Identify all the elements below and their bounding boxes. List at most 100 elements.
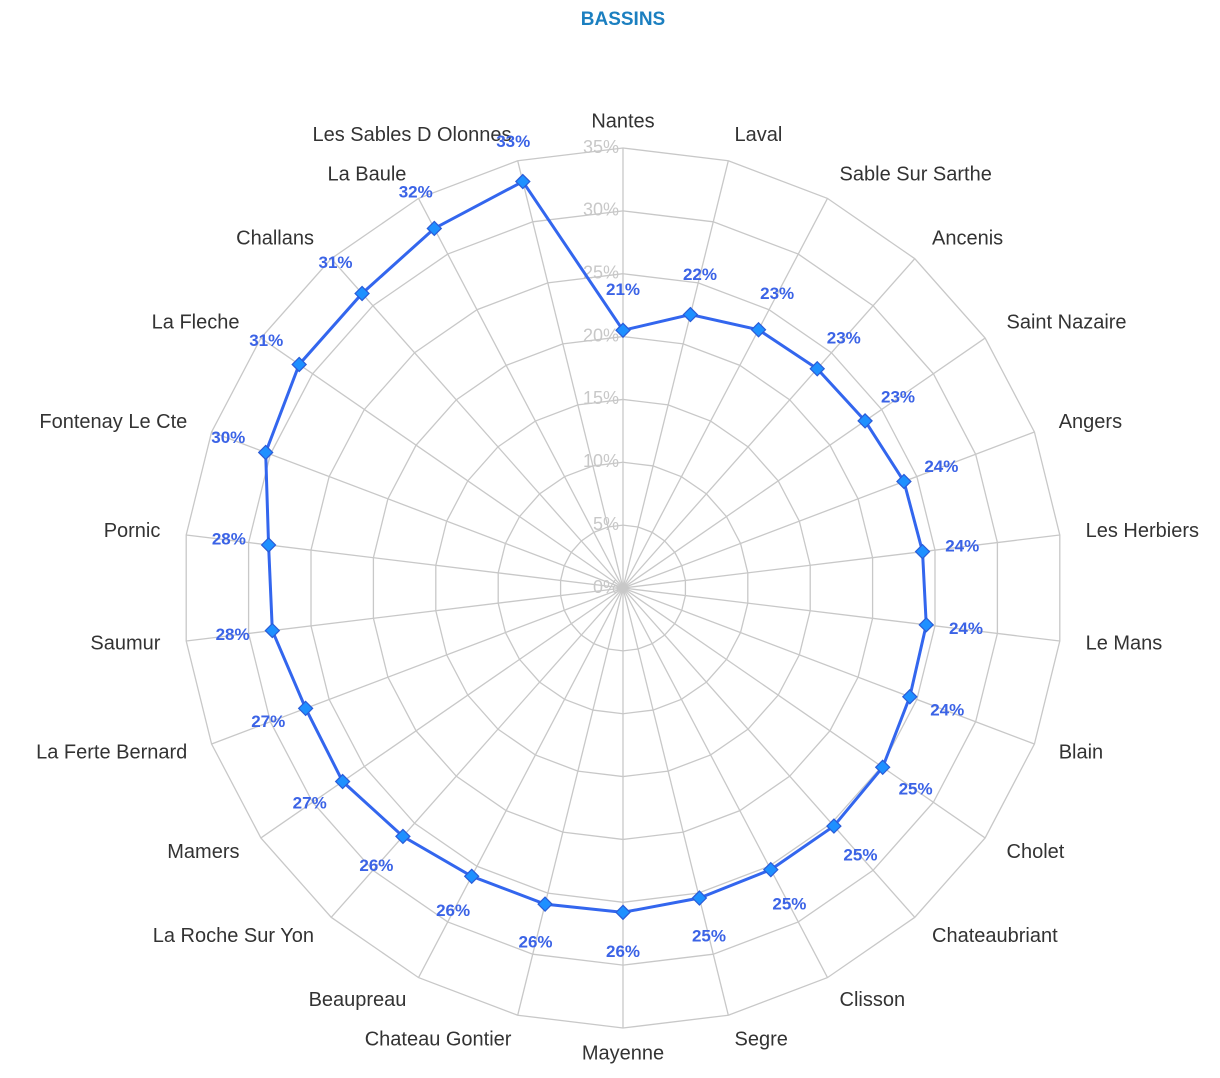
marker xyxy=(750,321,767,338)
spoke xyxy=(211,431,624,589)
spoke xyxy=(417,587,624,978)
category-label: Nantes xyxy=(591,110,654,132)
data-label: 25% xyxy=(843,845,877,864)
data-label: 25% xyxy=(899,779,933,798)
spoke xyxy=(622,587,916,918)
category-label: Angers xyxy=(1059,411,1122,433)
spoke xyxy=(622,337,986,589)
category-label: La Fleche xyxy=(152,312,240,334)
data-label: 24% xyxy=(924,457,958,476)
data-label: 25% xyxy=(772,895,806,914)
y-tick-label: 15% xyxy=(583,388,619,408)
category-label: Saumur xyxy=(90,632,160,654)
marker xyxy=(874,759,891,776)
marker xyxy=(857,413,873,429)
category-label: Mayenne xyxy=(582,1042,664,1064)
spoke xyxy=(622,587,1035,745)
y-tick-label: 0% xyxy=(593,577,619,597)
data-label: 21% xyxy=(606,280,640,299)
marker xyxy=(537,896,553,912)
data-label: 28% xyxy=(216,625,250,644)
y-tick-label: 5% xyxy=(593,514,619,534)
y-tick-label: 25% xyxy=(583,262,619,282)
data-label: 32% xyxy=(399,183,433,202)
spoke xyxy=(186,587,624,642)
marker xyxy=(257,444,274,461)
spoke xyxy=(417,198,624,589)
marker xyxy=(762,861,779,878)
marker xyxy=(463,868,480,885)
data-label: 23% xyxy=(881,388,915,407)
marker xyxy=(260,537,277,553)
category-label: Beaupreau xyxy=(309,989,407,1011)
data-label: 22% xyxy=(683,265,717,284)
category-label: Saint Nazaire xyxy=(1007,312,1127,334)
spoke xyxy=(186,534,624,589)
spoke xyxy=(622,431,1035,589)
category-label: Pornic xyxy=(104,520,161,542)
category-label: La Baule xyxy=(327,164,406,186)
y-tick-label: 10% xyxy=(583,451,619,471)
data-label: 31% xyxy=(319,253,353,272)
data-label: 24% xyxy=(945,536,979,555)
marker xyxy=(426,220,443,237)
category-label: Cholet xyxy=(1007,841,1065,863)
y-tick-label: 35% xyxy=(583,137,619,157)
category-label: Fontenay Le Cte xyxy=(39,411,187,433)
spoke xyxy=(330,587,624,918)
marker xyxy=(514,173,531,190)
data-label: 33% xyxy=(496,132,530,151)
data-label: 26% xyxy=(436,901,470,920)
spoke xyxy=(517,587,624,1016)
marker xyxy=(615,904,631,921)
data-label: 25% xyxy=(692,926,726,945)
category-label: La Roche Sur Yon xyxy=(153,925,314,947)
data-label: 30% xyxy=(211,428,245,447)
category-label: La Ferte Bernard xyxy=(36,742,187,764)
category-label: Chateaubriant xyxy=(932,925,1058,947)
marker xyxy=(297,700,314,717)
category-label: Les Herbiers xyxy=(1086,520,1199,542)
data-label: 26% xyxy=(518,932,552,951)
spoke xyxy=(622,587,986,839)
category-label: Ancenis xyxy=(932,227,1003,249)
marker xyxy=(682,306,699,323)
chart-title: BASSINS xyxy=(581,9,665,30)
marker xyxy=(896,473,912,490)
category-label: Le Mans xyxy=(1086,632,1163,654)
spoke xyxy=(330,258,624,589)
marker xyxy=(354,285,370,302)
marker xyxy=(826,818,842,834)
data-label: 24% xyxy=(930,700,964,719)
marker xyxy=(809,360,826,377)
spoke xyxy=(622,160,729,589)
category-label: Laval xyxy=(735,124,783,146)
data-label: 27% xyxy=(293,794,327,813)
category-label: Challans xyxy=(236,227,314,249)
spoke xyxy=(260,337,624,589)
data-label: 26% xyxy=(359,856,393,875)
data-label: 26% xyxy=(606,942,640,961)
data-label: 23% xyxy=(827,328,861,347)
marker xyxy=(291,356,308,373)
category-label: Clisson xyxy=(840,989,906,1011)
spoke xyxy=(622,534,1060,589)
category-label: Chateau Gontier xyxy=(365,1029,512,1051)
spoke xyxy=(517,160,624,589)
spoke xyxy=(622,587,1060,642)
category-label: Sable Sur Sarthe xyxy=(840,164,992,186)
data-label: 23% xyxy=(760,284,794,303)
spoke xyxy=(622,258,916,589)
category-label: Mamers xyxy=(167,841,239,863)
marker xyxy=(901,688,918,705)
category-label: Segre xyxy=(735,1029,788,1051)
data-label: 27% xyxy=(251,712,285,731)
data-label: 28% xyxy=(212,530,246,549)
spoke xyxy=(622,198,829,589)
marker xyxy=(918,616,935,633)
marker xyxy=(691,890,708,906)
data-label: 31% xyxy=(249,331,283,350)
marker xyxy=(264,622,281,639)
marker xyxy=(914,543,931,560)
